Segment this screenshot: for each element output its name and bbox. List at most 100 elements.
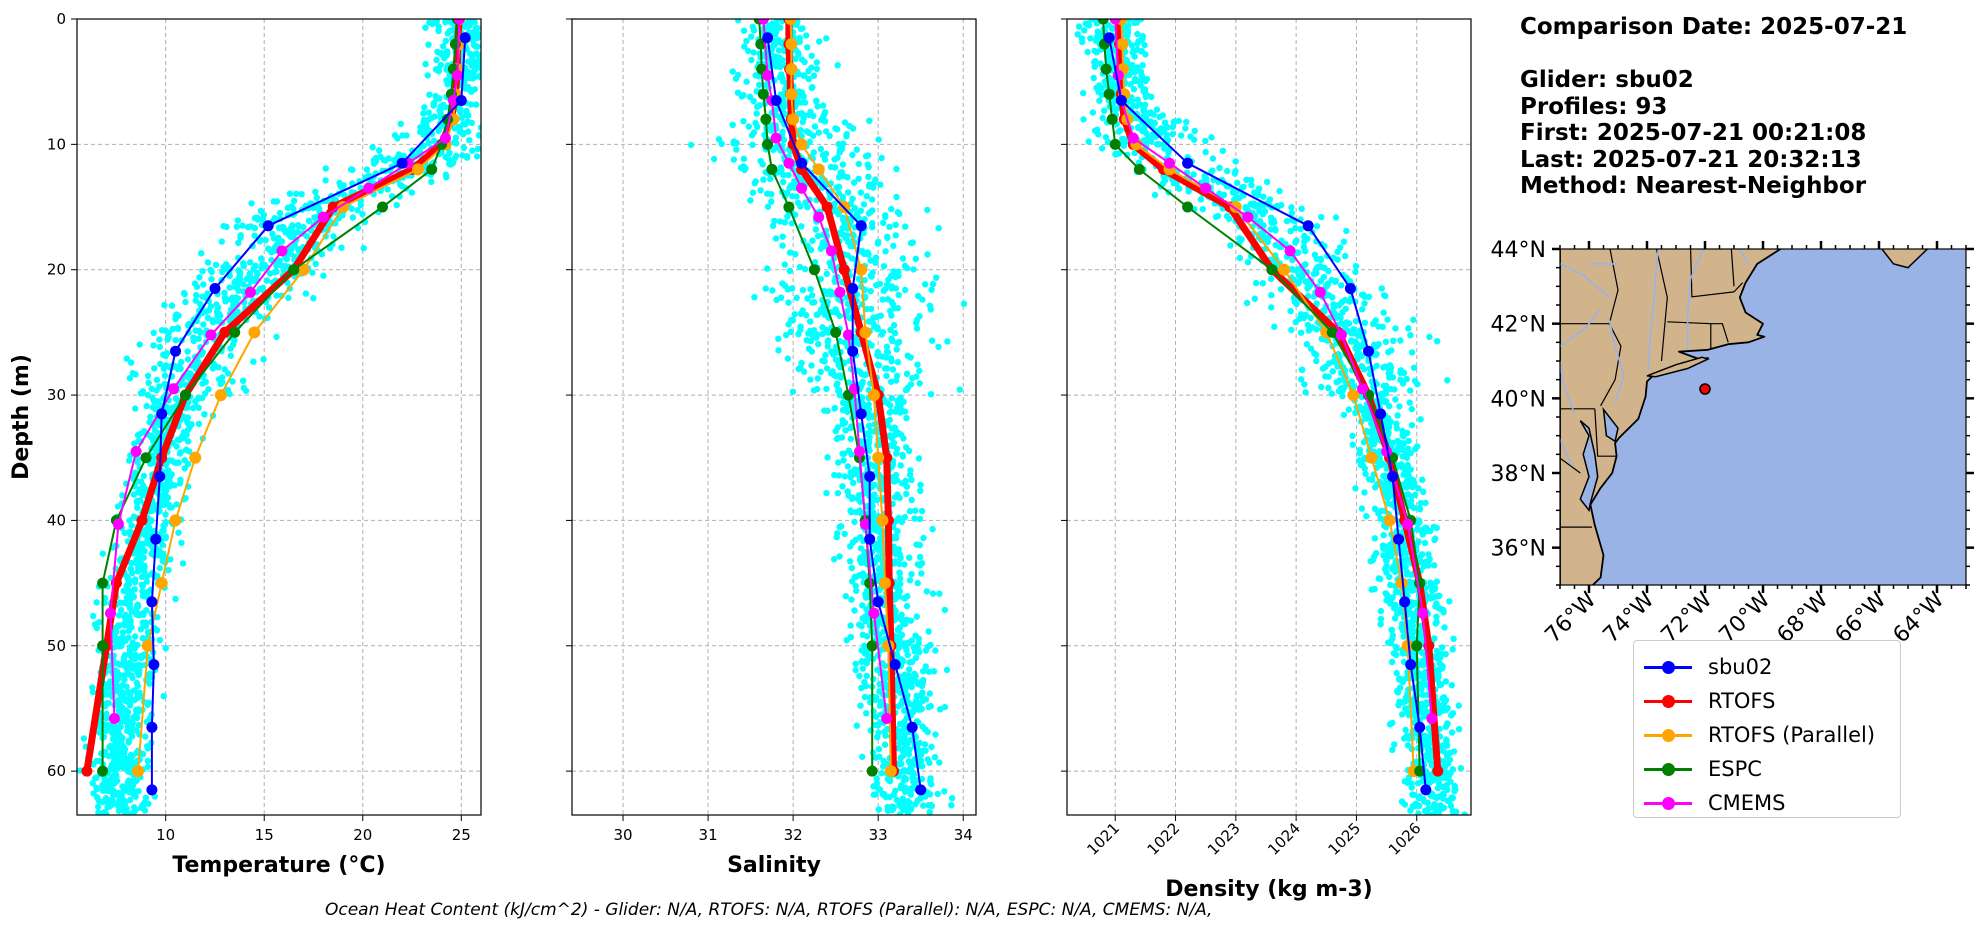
observation-point [256, 313, 263, 320]
series-line [785, 19, 897, 772]
glider-observations [687, 19, 968, 815]
observation-point [892, 377, 900, 384]
observation-point [259, 260, 266, 268]
observation-point [860, 230, 867, 237]
data-point [770, 95, 782, 106]
observation-point [927, 391, 935, 398]
observation-point [923, 588, 931, 595]
observation-point [144, 372, 152, 380]
observation-point [181, 465, 188, 472]
observation-point [115, 802, 122, 810]
observation-point [1081, 27, 1088, 34]
observation-point [834, 380, 841, 387]
observation-point [879, 353, 886, 360]
observation-point [156, 564, 163, 572]
observation-point [861, 642, 868, 649]
observation-point [262, 237, 269, 244]
observation-point [136, 431, 143, 438]
observation-point [853, 722, 860, 729]
observation-point [755, 81, 763, 89]
observation-point [123, 811, 131, 815]
observation-point [935, 343, 942, 350]
observation-point [279, 223, 286, 231]
observation-point [208, 276, 215, 283]
observation-point [839, 193, 847, 200]
observation-point [824, 343, 831, 350]
observation-point [142, 623, 149, 630]
observation-point [826, 194, 833, 201]
observation-point [128, 608, 136, 615]
observation-point [458, 114, 466, 121]
observation-point [904, 803, 912, 810]
observation-point [917, 481, 924, 488]
x-tick-label: 15 [255, 826, 274, 844]
observation-point [817, 245, 824, 252]
observation-point [224, 386, 232, 394]
observation-point [129, 370, 136, 377]
observation-point [847, 543, 854, 550]
observation-point [858, 658, 865, 666]
observation-point [859, 665, 866, 672]
observation-point [784, 286, 792, 293]
observation-point [1361, 489, 1368, 496]
observation-point [171, 482, 178, 489]
observation-point [127, 618, 134, 625]
observation-point [824, 454, 831, 461]
observation-point [130, 809, 137, 815]
data-point [209, 283, 221, 294]
observation-point [1331, 358, 1338, 365]
observation-point [869, 220, 876, 227]
observation-point [199, 293, 206, 300]
observation-point [872, 713, 880, 720]
observation-point [463, 107, 470, 115]
observation-point [895, 745, 902, 752]
data-point [855, 220, 867, 232]
observation-point [222, 295, 229, 303]
observation-point [1442, 651, 1449, 658]
observation-point [428, 178, 435, 185]
observation-point [831, 404, 839, 412]
data-point [146, 721, 158, 733]
observation-point [809, 237, 816, 244]
observation-point [831, 156, 838, 163]
observation-point [1449, 646, 1456, 653]
data-point [830, 326, 842, 338]
observation-point [1089, 109, 1097, 116]
observation-point [757, 157, 764, 165]
observation-point [841, 530, 848, 538]
observation-point [932, 731, 939, 738]
observation-point [471, 86, 478, 93]
observation-point [233, 223, 240, 230]
observation-point [836, 553, 843, 560]
observation-point [900, 435, 907, 442]
observation-point [436, 125, 443, 132]
observation-point [887, 273, 895, 280]
observation-point [144, 757, 151, 765]
data-point [276, 245, 288, 257]
observation-point [131, 662, 139, 669]
observation-point [839, 407, 847, 414]
observation-point [1137, 19, 1144, 23]
observation-point [140, 611, 147, 618]
observation-point [476, 72, 481, 80]
observation-point [148, 432, 155, 439]
observation-point [823, 270, 830, 277]
observation-point [114, 752, 121, 759]
observation-point [891, 424, 898, 431]
observation-point [892, 471, 900, 479]
observation-point [160, 484, 167, 491]
observation-point [442, 171, 450, 178]
observation-point [865, 414, 873, 421]
observation-point [376, 147, 383, 154]
observation-point [116, 643, 124, 650]
observation-point [879, 296, 886, 303]
observation-point [1443, 739, 1450, 746]
observation-point [848, 564, 856, 572]
observation-point [141, 548, 148, 555]
observation-point [204, 259, 212, 266]
observation-point [925, 703, 933, 711]
observation-point [487, 96, 493, 102]
observation-point [863, 502, 871, 510]
observation-point [1169, 131, 1176, 138]
